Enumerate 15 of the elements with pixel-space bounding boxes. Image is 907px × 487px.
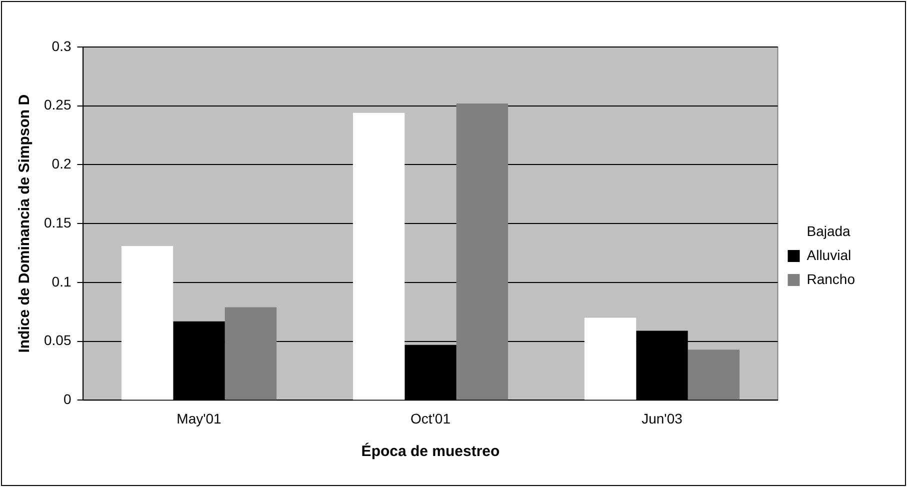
x-axis-title: Época de muestreo [361,442,500,460]
y-tick-label: 0.1 [52,273,72,290]
x-tick-label: Oct'01 [410,410,451,426]
y-tick-label: 0.05 [44,332,72,348]
y-tick-label: 0.2 [52,156,72,172]
x-tick-label: Jun'03 [642,410,683,426]
y-tick-label: 0.25 [44,96,72,113]
legend-label: Rancho [806,270,856,287]
legend-label: Alluvial [806,246,852,263]
text: Bajada [806,222,851,239]
y-axis-title: Indice de Dominancia de Simpson D [16,94,34,353]
y-tick-label: 0.3 [52,38,72,54]
y-tick-label: 0.15 [44,214,72,230]
x-tick-label: May'01 [176,410,222,426]
y-tick-label: 0 [63,391,72,408]
